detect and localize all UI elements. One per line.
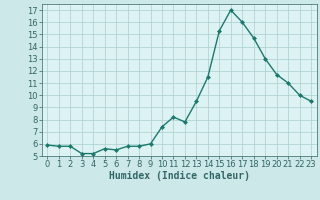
X-axis label: Humidex (Indice chaleur): Humidex (Indice chaleur) <box>109 171 250 181</box>
